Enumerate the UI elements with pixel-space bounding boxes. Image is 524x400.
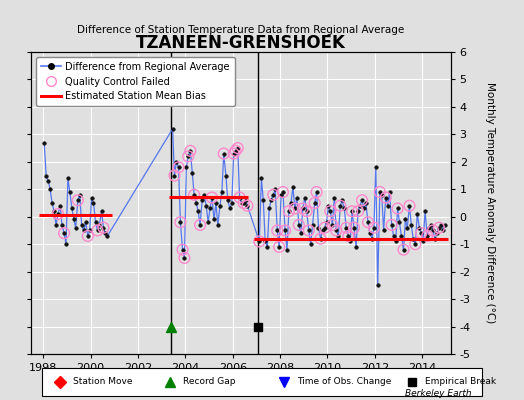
Point [376,189,384,195]
Point [174,164,183,170]
Point [311,200,319,206]
Point [255,238,264,245]
Text: Station Move: Station Move [73,378,132,386]
Point [281,227,289,234]
Point [405,202,413,209]
Point [99,224,107,231]
Point [93,227,102,234]
Point [220,150,228,157]
Text: Empirical Break: Empirical Break [425,378,496,386]
Point [336,202,344,209]
Text: Time of Obs. Change: Time of Obs. Change [297,378,391,386]
Point [196,222,204,228]
Point [302,208,311,214]
Point [178,246,187,253]
Point [208,194,216,201]
Point [234,145,242,151]
Point [321,224,329,231]
Point [350,224,358,231]
Point [364,219,372,226]
Point [399,246,408,253]
Point [316,236,325,242]
Y-axis label: Monthly Temperature Anomaly Difference (°C): Monthly Temperature Anomaly Difference (… [485,82,495,324]
Point [232,148,240,154]
Point [235,194,244,201]
Point [417,230,425,236]
Point [176,219,184,226]
Point [239,200,248,206]
Text: Record Gap: Record Gap [183,378,235,386]
Point [190,192,199,198]
Point [269,192,277,198]
Point [332,227,341,234]
Point [291,205,299,212]
Point [54,211,62,217]
Point [348,208,356,214]
Point [435,224,443,231]
Point [394,205,402,212]
Point [84,233,92,239]
Point [170,172,179,179]
Title: Difference of Station Temperature Data from Regional Average: Difference of Station Temperature Data f… [78,24,405,34]
Point [429,227,438,234]
Point [328,222,336,228]
Point [370,224,378,231]
Legend: Difference from Regional Average, Quality Control Failed, Estimated Station Mean: Difference from Regional Average, Qualit… [36,57,235,106]
Point [180,255,189,261]
Point [342,224,351,231]
Point [387,222,396,228]
Point [381,194,390,201]
Point [354,208,362,214]
Point [273,227,281,234]
Point [186,148,194,154]
Point [344,233,353,239]
Title: TZANEEN-GRENSHOEK: TZANEEN-GRENSHOEK [136,34,346,52]
Point [279,189,287,195]
Point [74,197,82,204]
Point [60,230,68,236]
FancyBboxPatch shape [42,368,482,396]
Point [299,205,307,212]
Point [304,227,313,234]
Point [275,244,283,250]
Point [285,208,293,214]
Point [326,208,334,214]
Point [312,189,321,195]
Point [423,233,431,239]
Text: Berkeley Earth: Berkeley Earth [405,389,472,398]
Point [294,222,303,228]
Point [184,153,192,160]
Point [411,241,420,247]
Point [358,197,366,204]
Point [243,202,252,209]
Point [230,150,238,157]
